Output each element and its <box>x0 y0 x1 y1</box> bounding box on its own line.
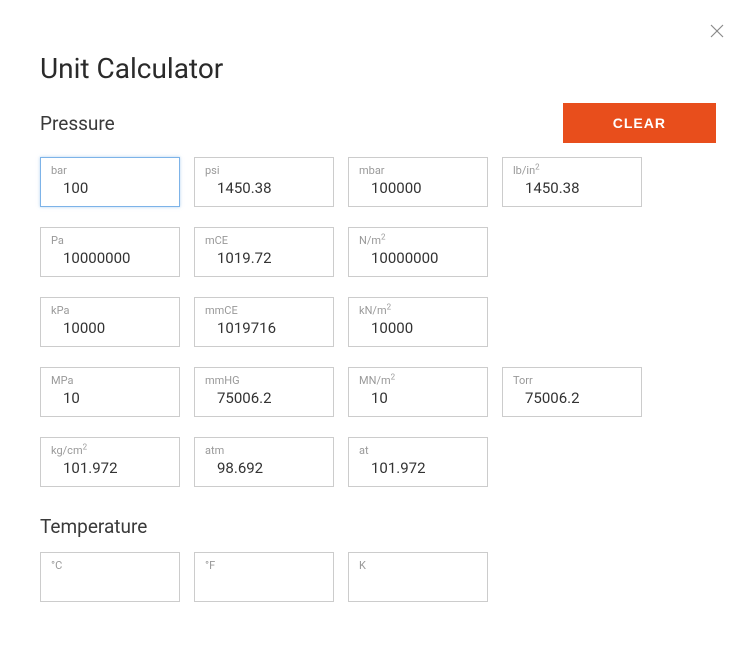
pressure-field-mbar[interactable]: mbar <box>348 157 488 207</box>
pressure-field-bar[interactable]: bar <box>40 157 180 207</box>
field-input[interactable] <box>205 249 323 267</box>
clear-button[interactable]: CLEAR <box>563 103 716 143</box>
field-label: Pa <box>51 234 169 247</box>
pressure-field-mmce[interactable]: mmCE <box>194 297 334 347</box>
field-label: K <box>359 559 477 572</box>
grid-spacer <box>502 297 642 347</box>
field-input[interactable] <box>359 574 477 592</box>
field-input[interactable] <box>513 389 631 407</box>
pressure-field-pa[interactable]: Pa <box>40 227 180 277</box>
temperature-grid: °C °F K <box>40 552 716 602</box>
pressure-section-header: Pressure CLEAR <box>32 103 716 143</box>
pressure-field-mce[interactable]: mCE <box>194 227 334 277</box>
field-input[interactable] <box>359 249 477 267</box>
field-label: bar <box>51 164 169 177</box>
field-label: mmCE <box>205 304 323 317</box>
field-label: mmHG <box>205 374 323 387</box>
temperature-field-k[interactable]: K <box>348 552 488 602</box>
pressure-field-mnm2[interactable]: MN/m2 <box>348 367 488 417</box>
field-label: atm <box>205 444 323 457</box>
field-label: N/m2 <box>359 234 477 247</box>
field-label: at <box>359 444 477 457</box>
pressure-field-mmhg[interactable]: mmHG <box>194 367 334 417</box>
field-input[interactable] <box>51 574 169 592</box>
pressure-field-kgcm2[interactable]: kg/cm2 <box>40 437 180 487</box>
grid-spacer <box>502 227 642 277</box>
field-input[interactable] <box>51 179 169 197</box>
field-label: kN/m2 <box>359 304 477 317</box>
field-input[interactable] <box>359 459 477 477</box>
pressure-field-nm2[interactable]: N/m2 <box>348 227 488 277</box>
field-input[interactable] <box>205 389 323 407</box>
field-input[interactable] <box>51 319 169 337</box>
temperature-field-c[interactable]: °C <box>40 552 180 602</box>
field-input[interactable] <box>51 389 169 407</box>
field-label: psi <box>205 164 323 177</box>
field-input[interactable] <box>205 574 323 592</box>
field-input[interactable] <box>359 179 477 197</box>
field-input[interactable] <box>51 249 169 267</box>
field-input[interactable] <box>205 319 323 337</box>
field-label: °F <box>205 559 323 572</box>
field-input[interactable] <box>513 179 631 197</box>
field-label: kPa <box>51 304 169 317</box>
pressure-field-at[interactable]: at <box>348 437 488 487</box>
field-input[interactable] <box>359 319 477 337</box>
field-label: kg/cm2 <box>51 444 169 457</box>
field-label: MPa <box>51 374 169 387</box>
field-input[interactable] <box>51 459 169 477</box>
pressure-field-mpa[interactable]: MPa <box>40 367 180 417</box>
field-input[interactable] <box>359 389 477 407</box>
page-title: Unit Calculator <box>40 52 716 85</box>
temperature-section-title: Temperature <box>40 515 716 538</box>
field-label: mbar <box>359 164 477 177</box>
field-input[interactable] <box>205 179 323 197</box>
field-label: mCE <box>205 234 323 247</box>
pressure-field-kpa[interactable]: kPa <box>40 297 180 347</box>
close-icon[interactable] <box>708 22 726 40</box>
temperature-field-f[interactable]: °F <box>194 552 334 602</box>
pressure-field-knm2[interactable]: kN/m2 <box>348 297 488 347</box>
field-label: MN/m2 <box>359 374 477 387</box>
pressure-field-psi[interactable]: psi <box>194 157 334 207</box>
pressure-section-title: Pressure <box>40 112 115 135</box>
field-label: Torr <box>513 374 631 387</box>
field-label: lb/in2 <box>513 164 631 177</box>
pressure-field-lbin2[interactable]: lb/in2 <box>502 157 642 207</box>
field-label: °C <box>51 559 169 572</box>
pressure-field-atm[interactable]: atm <box>194 437 334 487</box>
field-input[interactable] <box>205 459 323 477</box>
pressure-field-torr[interactable]: Torr <box>502 367 642 417</box>
pressure-grid: bar psi mbar lb/in2 Pa mCE N/m2 kPa mmCE kN/m2 MPa… <box>40 157 716 487</box>
